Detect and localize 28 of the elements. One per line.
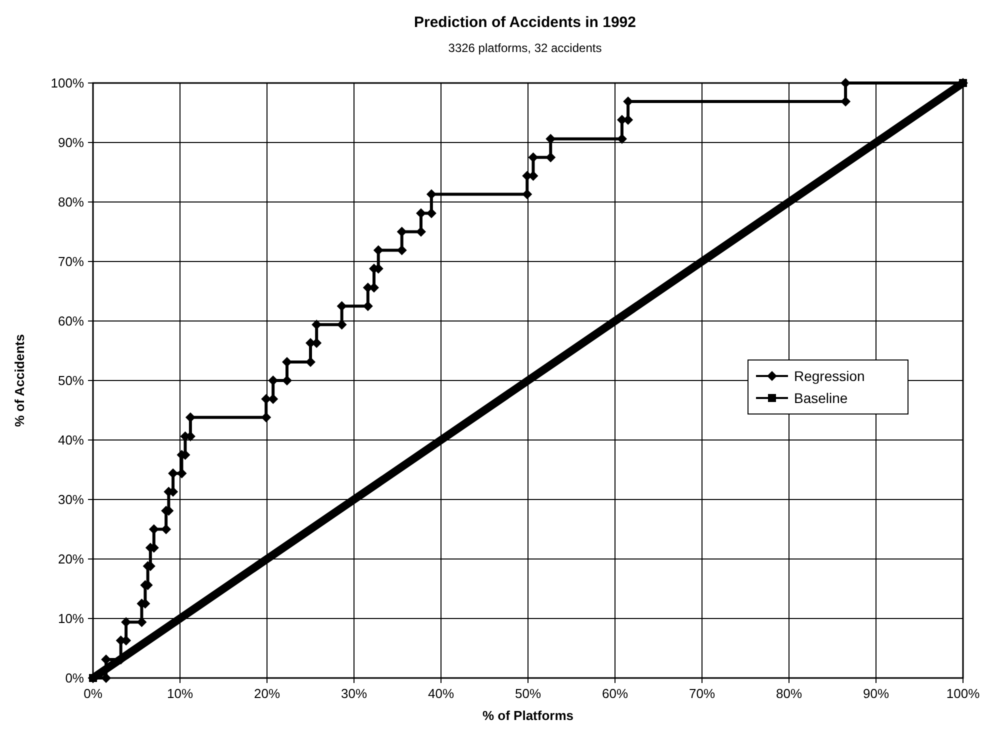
x-tick-label: 10% — [166, 686, 194, 701]
y-axis-title: % of Accidents — [12, 334, 27, 427]
y-tick-label: 70% — [58, 254, 84, 269]
y-tick-label: 50% — [58, 373, 84, 388]
x-tick-label: 80% — [776, 686, 802, 701]
x-axis-title: % of Platforms — [482, 708, 574, 723]
x-tick-label: 60% — [602, 686, 628, 701]
y-tick-label: 30% — [58, 492, 84, 507]
x-tick-label: 40% — [428, 686, 454, 701]
y-tick-label: 60% — [58, 314, 84, 328]
y-tick-label: 10% — [58, 611, 84, 626]
x-tick-label: 50% — [514, 686, 542, 701]
y-tick-label: 20% — [58, 552, 84, 566]
y-tick-label: 90% — [58, 135, 84, 150]
legend-label: Baseline — [794, 390, 848, 406]
x-tick-label: 20% — [254, 686, 280, 701]
chart-title: Prediction of Accidents in 1992 — [414, 14, 636, 31]
x-tick-label: 0% — [84, 686, 103, 701]
x-tick-label: 30% — [340, 686, 368, 701]
chart-subtitle: 3326 platforms, 32 accidents — [448, 41, 602, 55]
y-tick-label: 40% — [58, 432, 84, 448]
y-tick-label: 0% — [65, 670, 84, 686]
y-tick-label: 80% — [58, 194, 84, 210]
x-tick-label: 70% — [688, 686, 716, 701]
x-tick-label: 100% — [946, 686, 980, 701]
x-tick-label: 90% — [862, 686, 890, 701]
y-tick-label: 100% — [50, 76, 84, 90]
legend-label: Regression — [794, 368, 865, 384]
